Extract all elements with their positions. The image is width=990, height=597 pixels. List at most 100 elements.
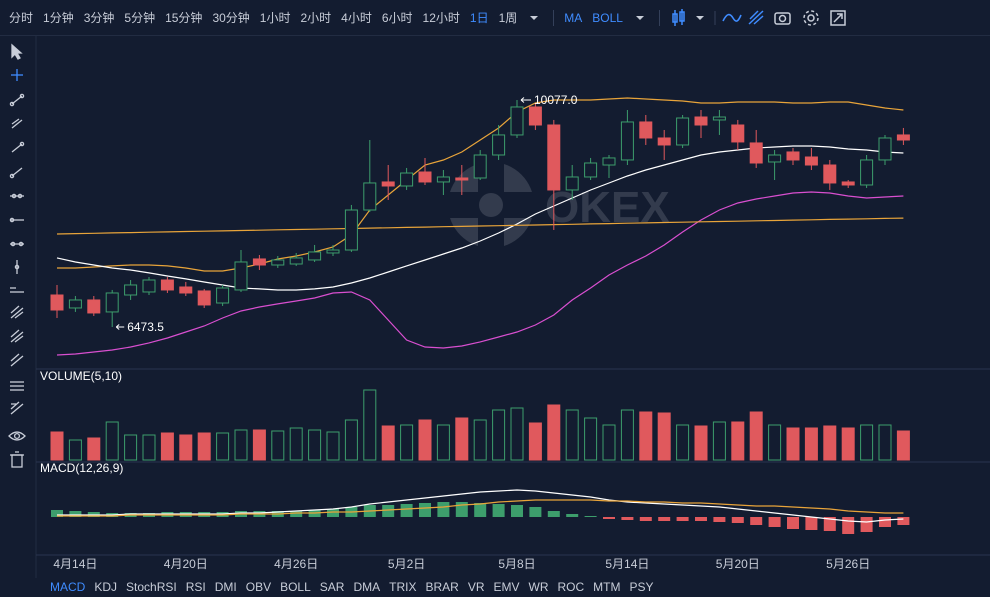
volume-bar [271, 430, 285, 461]
volume-bar [455, 417, 469, 461]
dropdown-icon[interactable] [633, 11, 647, 25]
candle-body [841, 181, 855, 186]
volume-bar [197, 432, 211, 461]
candle-body [620, 121, 634, 161]
volume-bar [694, 425, 708, 461]
candle-body [50, 294, 64, 311]
volume-bar [731, 421, 745, 461]
candle-body [400, 172, 414, 187]
x-tick-label: 5月26日 [826, 557, 870, 571]
interval-button[interactable]: 5分钟 [124, 11, 156, 25]
toolbar: 分时 1分钟 3分钟 5分钟 15分钟 30分钟 1小时 2小时 4小时 6小时 12小时 1日 1周 … [0, 0, 990, 36]
interval-button[interactable]: 15分钟 [165, 11, 203, 25]
candle-body [657, 137, 671, 146]
indicator-tab[interactable]: PSY [629, 580, 654, 594]
macd-bar [547, 511, 560, 517]
volume-bar [565, 409, 579, 461]
candle-body [565, 176, 579, 191]
volume-bar [492, 409, 506, 461]
indicator-tab[interactable]: DMA [353, 580, 381, 594]
interval-button[interactable]: 30分钟 [212, 11, 250, 25]
macd-bar [695, 517, 707, 521]
panel-title: VOLUME(5,10) [40, 369, 122, 383]
volume-bar [289, 427, 303, 461]
volume-bar [363, 389, 377, 461]
indicator-tab[interactable]: SAR [319, 580, 345, 594]
volume-bar [749, 411, 763, 461]
indicator-tab[interactable]: OBV [245, 580, 272, 594]
macd-bar [51, 510, 63, 517]
indicator-button[interactable]: MA [564, 10, 583, 25]
candle-body [786, 151, 800, 161]
candle-body [142, 279, 156, 293]
interval-button[interactable]: 1小时 [259, 11, 291, 25]
indicator-tab[interactable]: VR [467, 580, 485, 594]
interval-button[interactable]: 分时 [9, 11, 34, 25]
low-arrow [115, 324, 125, 330]
candle-body [510, 106, 524, 136]
indicator-tab[interactable]: DMI [214, 580, 237, 594]
candle-body [473, 154, 487, 179]
candle-body [326, 249, 340, 254]
volume-bar [124, 434, 138, 461]
candle-body [289, 257, 303, 265]
volume-bar [786, 427, 800, 461]
macd-bar [474, 503, 487, 517]
macd-bar [787, 517, 799, 529]
candle-body [896, 134, 910, 141]
low-label: 6473.5 [127, 320, 164, 334]
dropdown-icon[interactable] [527, 11, 541, 25]
indicator-tab[interactable]: EMV [493, 580, 520, 594]
macd-bar [492, 504, 505, 517]
indicator-tab[interactable]: RSI [185, 580, 206, 594]
macd-bar [658, 517, 671, 521]
volume-bar [712, 421, 726, 461]
volume-bar [547, 404, 561, 461]
macd-bar [603, 517, 615, 519]
candle-body [694, 116, 708, 126]
interval-button[interactable]: 1分钟 [43, 11, 74, 25]
volume-bar [620, 409, 634, 461]
indicator-tab[interactable]: BOLL [280, 580, 311, 594]
indicator-tab[interactable]: KDJ [94, 580, 118, 594]
volume-bar [584, 417, 598, 461]
interval-button[interactable]: 6小时 [381, 11, 413, 25]
macd-bar [713, 517, 726, 522]
candle-body [308, 251, 322, 261]
candle-body [860, 159, 874, 186]
interval-button[interactable]: 12小时 [422, 11, 460, 25]
volume-bar [216, 432, 230, 461]
interval-button[interactable]: 4小时 [341, 11, 372, 25]
macd-bar [639, 517, 652, 521]
candle-body [216, 287, 230, 304]
left-tools [8, 43, 26, 468]
interval-button[interactable]: 1周 [498, 11, 518, 25]
indicator-button[interactable]: BOLL [592, 10, 623, 25]
indicator-tab[interactable]: MTM [593, 580, 621, 594]
macd-bar [382, 505, 395, 517]
volume-bar [510, 407, 524, 461]
candle-body [768, 154, 782, 163]
volume-bar [418, 419, 432, 461]
indicator-tab[interactable]: TRIX [389, 580, 417, 594]
indicator-line [57, 97, 904, 272]
interval-button[interactable]: 1日 [469, 11, 489, 25]
macd-bar [879, 517, 891, 527]
indicator-tab[interactable]: BRAR [425, 580, 459, 594]
volume-bar [105, 421, 119, 461]
candle-body [252, 258, 266, 266]
x-tick-label: 5月20日 [716, 557, 760, 571]
indicator-tab[interactable]: MACD [50, 580, 86, 594]
interval-button[interactable]: 2小时 [300, 11, 332, 25]
macd-bar [584, 516, 597, 517]
interval-button[interactable]: 3分钟 [83, 11, 115, 25]
indicator-tab[interactable]: WR [528, 580, 549, 594]
tool-icons[interactable] [670, 8, 860, 28]
volume-bar [400, 424, 414, 461]
indicator-tab[interactable]: StochRSI [126, 580, 177, 594]
volume-bar [142, 434, 156, 461]
indicator-tab[interactable]: ROC [557, 580, 585, 594]
macd-bar [437, 502, 450, 517]
candle-body [492, 134, 506, 156]
